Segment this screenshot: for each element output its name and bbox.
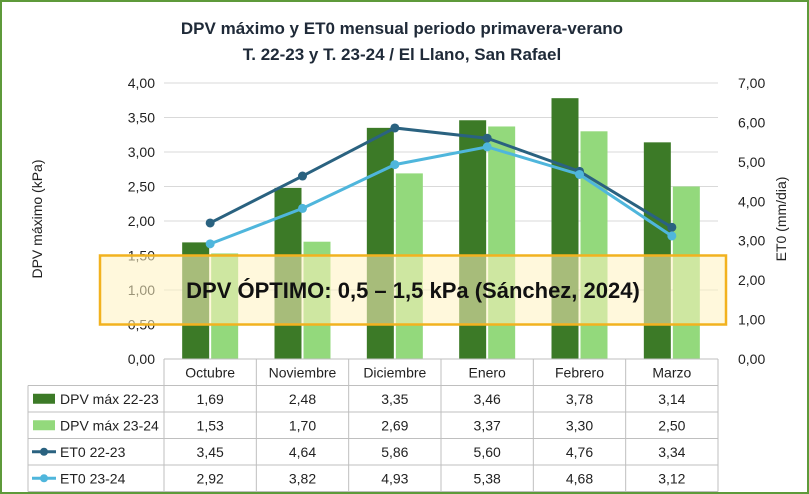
band-label: DPV ÓPTIMO: 0,5 – 1,5 kPa (Sánchez, 2024…	[186, 278, 640, 303]
category-label: Febrero	[555, 364, 604, 380]
line-marker	[205, 239, 215, 249]
right-tick-label: 0,00	[738, 351, 765, 367]
data-label: 2,69	[381, 417, 408, 433]
data-label: 4,76	[566, 444, 593, 460]
left-tick-label: 0,00	[128, 351, 155, 367]
category-label: Marzo	[652, 364, 691, 380]
chart-title: DPV máximo y ET0 mensual periodo primave…	[181, 19, 623, 38]
lines	[205, 123, 677, 249]
line-marker	[298, 171, 307, 181]
data-label: 1,70	[289, 417, 316, 433]
legend-label: DPV máx 22-23	[60, 391, 159, 407]
data-label: 3,78	[566, 391, 593, 407]
left-tick-label: 3,50	[128, 110, 155, 126]
line-marker	[390, 123, 400, 133]
line-marker	[298, 203, 307, 213]
data-label: 3,37	[474, 417, 501, 433]
chart-subtitle: T. 22-23 y T. 23-24 / El Llano, San Rafa…	[243, 45, 561, 64]
data-label: 1,53	[197, 417, 224, 433]
left-tick-label: 2,00	[128, 213, 155, 229]
optimum-band: DPV ÓPTIMO: 0,5 – 1,5 kPa (Sánchez, 2024…	[98, 254, 728, 326]
left-tick-label: 2,50	[128, 179, 155, 195]
line-marker	[205, 218, 215, 228]
right-tick-label: 4,00	[738, 193, 765, 209]
legend-key	[33, 393, 55, 404]
right-tick-label: 5,00	[738, 154, 765, 170]
line-marker	[667, 231, 677, 241]
line-marker	[482, 133, 492, 143]
line-marker	[390, 160, 400, 170]
data-label: 2,92	[197, 470, 224, 486]
series-line	[209, 145, 673, 246]
category-label: Octubre	[185, 364, 235, 380]
legend-label: DPV máx 23-24	[60, 417, 159, 433]
line-marker	[667, 222, 677, 232]
data-label: 5,38	[474, 470, 501, 486]
data-label: 3,34	[658, 444, 685, 460]
data-label: 5,60	[474, 444, 501, 460]
category-label: Noviembre	[269, 364, 337, 380]
data-label: 3,46	[474, 391, 501, 407]
data-label: 2,48	[289, 391, 316, 407]
data-label: 3,45	[197, 444, 224, 460]
data-label: 3,12	[658, 470, 685, 486]
band-rect	[98, 254, 728, 326]
legend-label: ET0 22-23	[60, 444, 126, 460]
legend-key	[33, 420, 55, 431]
right-tick-label: 1,00	[738, 312, 765, 328]
right-tick-label: 2,00	[738, 272, 765, 288]
line-marker	[482, 142, 492, 152]
left-tick-label: 4,00	[128, 75, 155, 91]
data-label: 2,50	[658, 417, 685, 433]
data-table: Octubre Noviembre Diciembre Enero Febrero Mar…	[27, 358, 719, 492]
category-label: Enero	[468, 364, 506, 380]
data-label: 5,86	[381, 444, 408, 460]
left-axis-label: DPV máximo (kPa)	[29, 159, 45, 278]
line-marker	[575, 169, 584, 179]
data-label: 4,93	[381, 470, 408, 486]
right-axis-ticks: 0,00 1,00 2,00 3,00 4,00 5,00 6,00 7,00	[738, 75, 765, 367]
data-label: 1,69	[197, 391, 224, 407]
legend-key	[40, 447, 48, 456]
data-label: 3,14	[658, 391, 685, 407]
right-tick-label: 7,00	[738, 75, 765, 91]
data-label: 3,30	[566, 417, 593, 433]
right-tick-label: 3,00	[738, 233, 765, 249]
data-label: 4,64	[289, 444, 316, 460]
data-label: 4,68	[566, 470, 593, 486]
bar	[643, 142, 671, 359]
data-label: 3,82	[289, 470, 316, 486]
series-line	[209, 126, 673, 229]
left-tick-label: 3,00	[128, 144, 155, 160]
category-label: Diciembre	[363, 364, 426, 380]
data-label: 3,35	[381, 391, 408, 407]
right-tick-label: 6,00	[738, 114, 765, 130]
legend-key	[40, 474, 48, 483]
legend-label: ET0 23-24	[60, 470, 126, 486]
right-axis-label: ET0 (mm/dia)	[773, 177, 789, 262]
